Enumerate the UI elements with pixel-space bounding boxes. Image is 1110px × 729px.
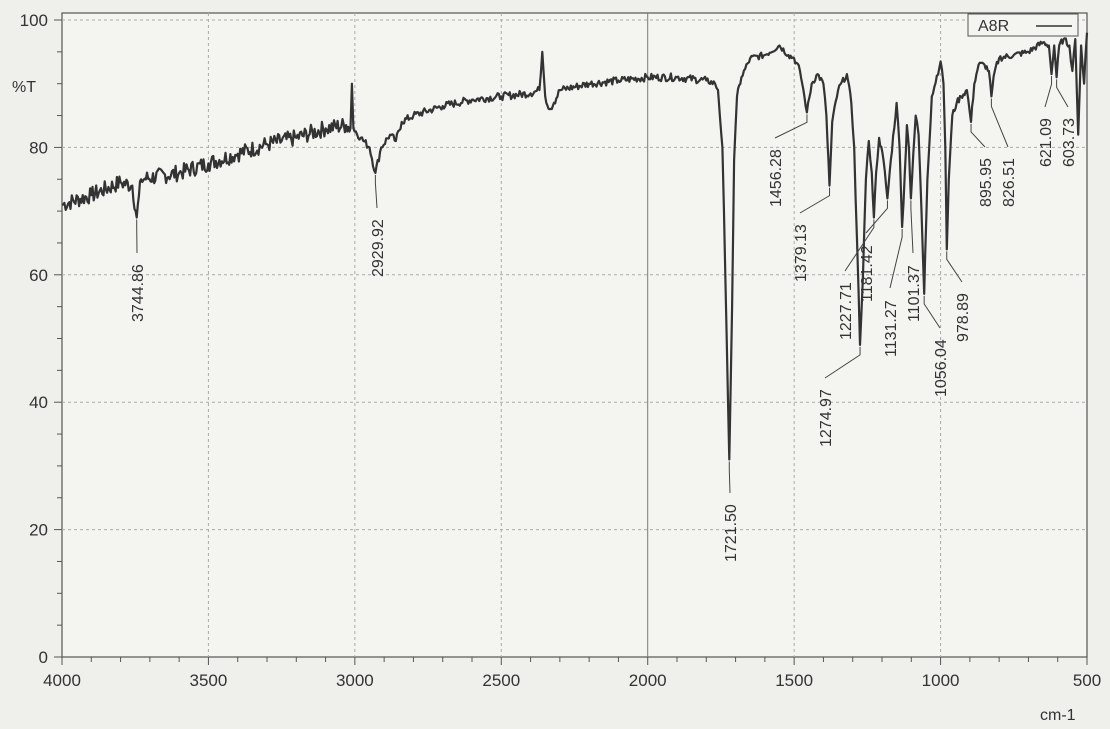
peak-label: 1456.28 — [768, 149, 785, 207]
x-tick-label: 4000 — [43, 671, 81, 690]
peak-label: 603.73 — [1061, 118, 1078, 167]
peak-label: 1131.27 — [883, 300, 900, 357]
y-tick-label: 0 — [39, 648, 48, 667]
peak-label: 1056.04 — [933, 339, 950, 397]
y-axis-label: %T — [12, 79, 36, 96]
plot-area — [62, 13, 1087, 657]
x-tick-label: 1500 — [775, 671, 813, 690]
x-tick-label: 2500 — [482, 671, 520, 690]
peak-label: 1227.71 — [838, 282, 855, 340]
x-tick-label: 3500 — [190, 671, 228, 690]
peak-label: 621.09 — [1038, 118, 1055, 167]
y-tick-label: 40 — [29, 393, 48, 412]
legend: A8R — [968, 14, 1078, 36]
y-tick-label: 60 — [29, 266, 48, 285]
peak-label: 895.95 — [978, 158, 995, 207]
peak-label: 826.51 — [1001, 158, 1018, 207]
y-tick-label: 100 — [20, 11, 48, 30]
peak-label: 2929.92 — [370, 219, 387, 277]
peak-label: 978.89 — [955, 293, 972, 342]
legend-label: A8R — [978, 18, 1009, 35]
peak-label: 1379.13 — [793, 224, 810, 282]
y-tick-label: 20 — [29, 521, 48, 540]
peak-label: 1274.97 — [818, 389, 835, 447]
peak-label: 3744.86 — [130, 264, 147, 322]
peak-label: 1721.50 — [723, 504, 740, 562]
x-tick-label: 500 — [1073, 671, 1101, 690]
peak-label: 1181.42 — [859, 245, 876, 302]
x-tick-label: 1000 — [922, 671, 960, 690]
x-axis-label: cm-1 — [1040, 707, 1076, 724]
y-tick-label: 80 — [29, 138, 48, 157]
x-tick-label: 2000 — [629, 671, 667, 690]
x-tick-label: 3000 — [336, 671, 374, 690]
peak-label: 1101.37 — [906, 265, 923, 322]
